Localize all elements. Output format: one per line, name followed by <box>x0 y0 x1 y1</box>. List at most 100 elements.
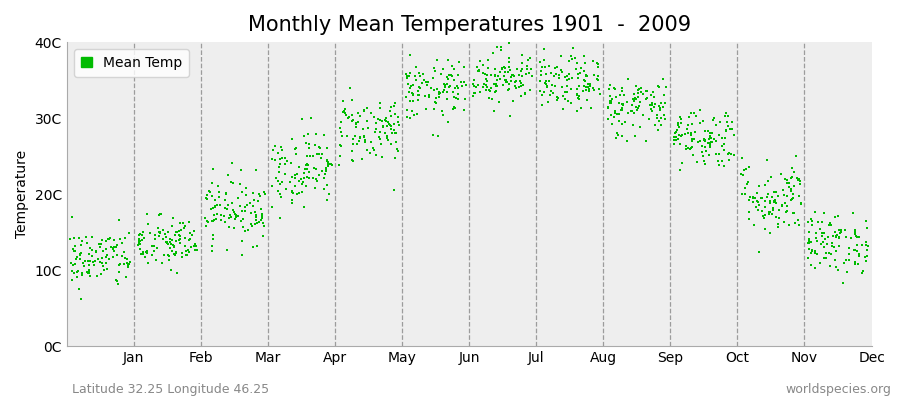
Point <box>825 233 840 239</box>
Point <box>418 93 432 100</box>
Point <box>185 232 200 238</box>
Point <box>569 66 583 72</box>
Point <box>547 73 562 79</box>
Point <box>835 280 850 286</box>
Point <box>502 86 517 92</box>
Point <box>580 73 594 79</box>
Point <box>669 128 683 135</box>
Point <box>696 153 710 159</box>
Point <box>447 85 462 92</box>
Point <box>631 87 645 93</box>
Point <box>843 235 858 242</box>
Point <box>175 254 189 260</box>
Point <box>454 78 468 85</box>
Point <box>608 107 622 114</box>
Point <box>764 211 778 218</box>
Point <box>199 195 213 201</box>
Point <box>418 79 433 86</box>
Point <box>324 162 338 168</box>
Point <box>333 142 347 148</box>
Point <box>467 82 482 89</box>
Point <box>342 114 356 120</box>
Point <box>779 193 794 199</box>
Point <box>590 76 605 83</box>
Point <box>299 183 313 189</box>
Point <box>670 137 684 144</box>
Point <box>409 77 423 84</box>
Point <box>268 142 283 149</box>
Point <box>369 119 383 126</box>
Point <box>604 111 618 118</box>
Point <box>640 94 654 101</box>
Point <box>119 274 133 280</box>
Point <box>251 198 266 204</box>
Point <box>375 154 390 160</box>
Point <box>257 191 272 197</box>
Point <box>698 128 712 134</box>
Point <box>754 195 769 201</box>
Point <box>611 131 625 138</box>
Point <box>503 113 517 119</box>
Point <box>441 72 455 78</box>
Point <box>371 116 385 122</box>
Point <box>136 251 150 257</box>
Point <box>670 136 685 142</box>
Point <box>816 230 831 236</box>
Point <box>471 68 485 74</box>
Point <box>725 119 740 126</box>
Point <box>312 144 327 150</box>
Point <box>619 138 634 144</box>
Point <box>154 211 168 217</box>
Point <box>497 64 511 70</box>
Point <box>76 260 90 266</box>
Point <box>221 202 236 208</box>
Point <box>235 252 249 258</box>
Point <box>410 64 424 70</box>
Point <box>157 252 171 258</box>
Point <box>571 75 585 81</box>
Point <box>672 132 687 138</box>
Point <box>501 69 516 75</box>
Point <box>436 112 450 119</box>
Point <box>769 200 783 206</box>
Point <box>603 99 617 106</box>
Point <box>645 100 660 106</box>
Point <box>554 52 568 59</box>
Point <box>794 200 808 206</box>
Point <box>815 239 830 245</box>
Point <box>159 240 174 246</box>
Point <box>284 197 299 203</box>
Point <box>508 78 523 85</box>
Point <box>317 132 331 138</box>
Point <box>491 72 505 79</box>
Point <box>645 88 660 95</box>
Point <box>860 253 874 259</box>
Point <box>121 260 135 266</box>
Point <box>205 180 220 186</box>
Point <box>91 256 105 262</box>
Point <box>542 63 556 70</box>
Point <box>391 119 405 126</box>
Point <box>112 262 126 268</box>
Point <box>422 94 436 100</box>
Point <box>256 222 271 229</box>
Title: Monthly Mean Temperatures 1901  -  2009: Monthly Mean Temperatures 1901 - 2009 <box>248 15 690 35</box>
Point <box>621 110 635 116</box>
Point <box>741 179 755 185</box>
Point <box>762 200 777 206</box>
Point <box>771 207 786 213</box>
Point <box>375 118 390 124</box>
Point <box>560 73 574 79</box>
Point <box>249 243 264 249</box>
Point <box>652 84 667 90</box>
Point <box>629 96 643 102</box>
Point <box>406 91 420 98</box>
Point <box>429 57 444 63</box>
Point <box>410 110 424 117</box>
Point <box>417 76 431 83</box>
Point <box>612 118 626 125</box>
Point <box>482 87 496 93</box>
Point <box>645 101 660 108</box>
Point <box>235 208 249 214</box>
Point <box>794 201 808 207</box>
